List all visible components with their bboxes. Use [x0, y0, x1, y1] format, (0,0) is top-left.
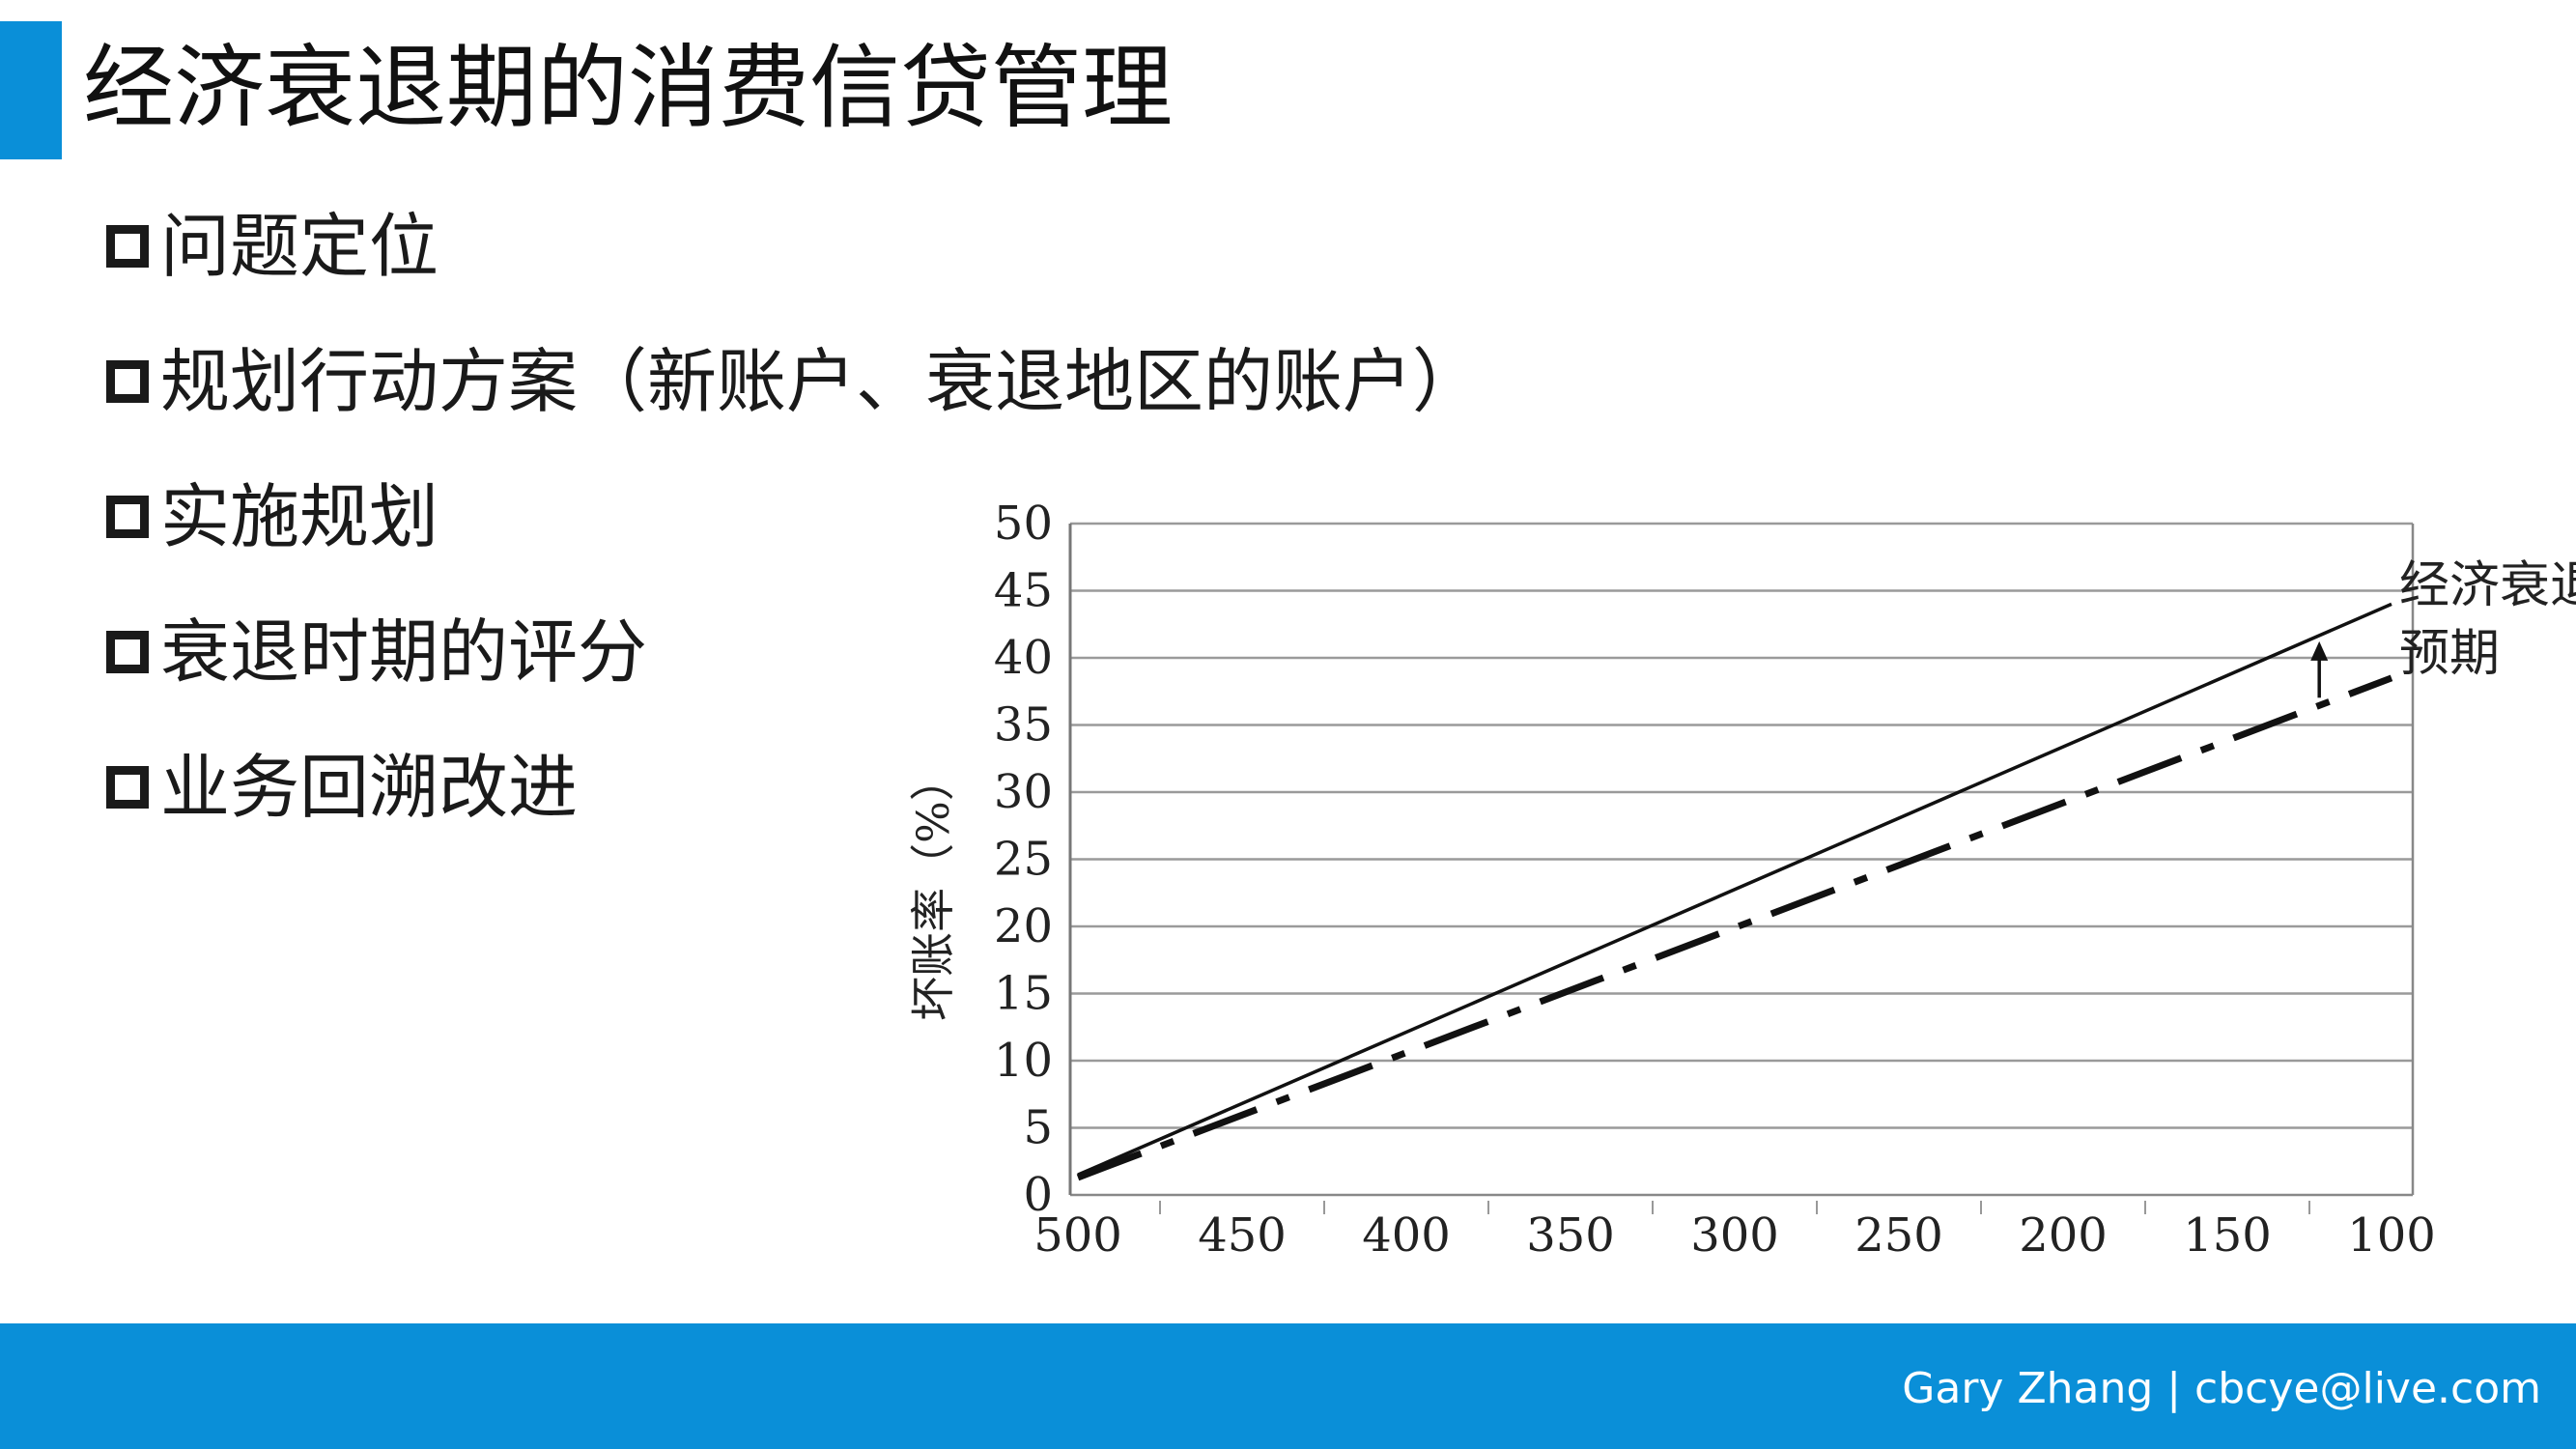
- hollow-square-icon: [106, 360, 149, 403]
- y-tick-label: 30: [994, 765, 1053, 819]
- x-tick-label: 450: [1198, 1208, 1287, 1263]
- hollow-square-icon: [106, 225, 149, 268]
- hollow-square-icon: [106, 766, 149, 809]
- bullet-text: 规划行动方案（新账户、衰退地区的账户）: [160, 341, 1483, 422]
- y-tick-label: 50: [994, 497, 1053, 551]
- y-tick-label: 10: [994, 1034, 1053, 1088]
- bullet-item: 衰退时期的评分: [106, 604, 647, 700]
- x-tick-label: 300: [1690, 1208, 1779, 1263]
- bullet-text: 问题定位: [160, 206, 439, 287]
- bullet-item: 实施规划: [106, 469, 439, 565]
- bullet-item: 规划行动方案（新账户、衰退地区的账户）: [106, 333, 1482, 430]
- x-tick-label: 100: [2347, 1208, 2436, 1263]
- x-tick-label: 400: [1362, 1208, 1451, 1263]
- series-line-recession: [1077, 602, 2392, 1177]
- y-tick-label: 25: [994, 833, 1053, 887]
- slide-title: 经济衰退期的消费信贷管理: [83, 36, 1174, 141]
- footer-credit: Gary Zhang | cbcye@live.com: [1902, 1364, 2541, 1413]
- y-tick-label: 15: [994, 967, 1053, 1021]
- footer-bar: [0, 1323, 2576, 1449]
- bullet-text: 实施规划: [160, 476, 439, 557]
- bullet-text: 业务回溯改进: [160, 747, 579, 828]
- hollow-square-icon: [106, 631, 149, 673]
- y-tick-label: 40: [994, 631, 1053, 685]
- series-line-expected: [1076, 674, 2393, 1181]
- y-tick-label: 0: [1023, 1168, 1053, 1222]
- y-tick-label: 5: [1023, 1101, 1053, 1155]
- x-tick-label: 500: [1033, 1208, 1122, 1263]
- x-tick-label: 350: [1526, 1208, 1615, 1263]
- series-label: 预期: [2399, 625, 2500, 683]
- bullet-item: 问题定位: [106, 198, 439, 295]
- bullet-item: 业务回溯改进: [106, 739, 578, 836]
- y-tick-label: 35: [994, 698, 1053, 753]
- arrow-up-icon: [2310, 640, 2329, 661]
- series-label: 经济衰退: [2399, 556, 2576, 614]
- hollow-square-icon: [106, 496, 149, 538]
- x-tick-label: 150: [2183, 1208, 2272, 1263]
- y-tick-label: 45: [994, 564, 1053, 618]
- bad-debt-rate-chart: 0 5 10 15 20 25 30 35 40 45 50 500 450 400 350 300 250 20…: [907, 497, 2576, 1263]
- y-tick-label: 20: [994, 899, 1053, 953]
- y-axis-label: 坏账率（%）: [907, 756, 959, 1021]
- bullet-text: 衰退时期的评分: [160, 611, 648, 693]
- x-tick-label: 200: [2019, 1208, 2108, 1263]
- title-accent-bar: [0, 21, 62, 159]
- x-tick-label: 250: [1854, 1208, 1943, 1263]
